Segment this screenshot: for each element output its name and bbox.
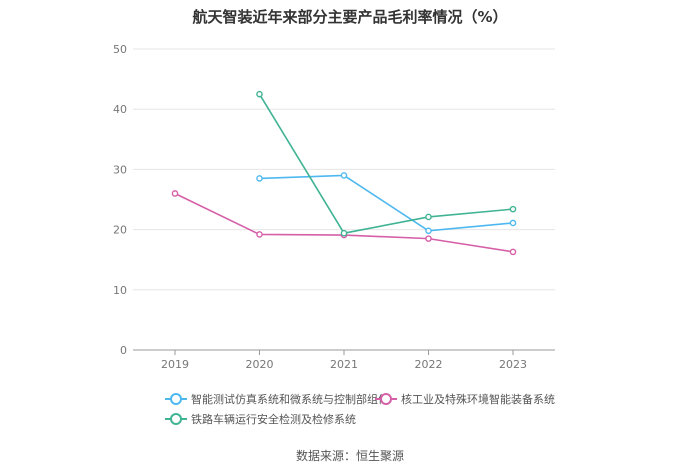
y-tick-label: 50 <box>113 43 127 56</box>
series-line-3 <box>258 93 514 235</box>
data-point <box>256 231 263 238</box>
y-tick-label: 10 <box>113 284 127 297</box>
series-line-2 <box>174 192 514 253</box>
legend-item[interactable]: 智能测试仿真系统和微系统与控制部组件 <box>165 391 389 407</box>
legend-marker-icon <box>165 413 187 425</box>
y-tick-label: 0 <box>120 344 127 357</box>
grid-lines <box>133 48 555 291</box>
y-tick-label: 20 <box>113 224 127 237</box>
data-points <box>171 90 517 256</box>
source-note: 数据来源：恒生聚源 <box>295 449 404 463</box>
legend-label: 铁路车辆运行安全检测及检修系统 <box>191 413 356 426</box>
data-point <box>171 190 179 197</box>
data-point <box>256 90 263 98</box>
legend: 智能测试仿真系统和微系统与控制部组件 核工业及特殊环境智能装备系统铁路车辆运行安全… <box>0 384 700 428</box>
x-tick-label: 2022 <box>415 358 443 371</box>
data-point <box>509 219 517 227</box>
legend-item[interactable]: 铁路车辆运行安全检测及检修系统 <box>165 411 356 427</box>
legend-marker-icon <box>375 393 397 405</box>
legend-label: 核工业及特殊环境智能装备系统 <box>401 393 555 406</box>
x-tick-label: 2019 <box>161 358 189 371</box>
series-line-1 <box>259 174 514 232</box>
legend-marker-icon <box>165 393 187 405</box>
data-point <box>425 235 432 242</box>
y-tick-label: 40 <box>113 103 127 116</box>
legend-item[interactable]: 核工业及特殊环境智能装备系统 <box>375 391 555 407</box>
legend-label: 智能测试仿真系统和微系统与控制部组件 <box>191 393 389 406</box>
data-point <box>340 229 348 237</box>
y-tick-label: 30 <box>113 163 127 176</box>
data-point <box>340 172 348 179</box>
x-tick-label: 2020 <box>246 358 274 371</box>
data-point <box>425 227 432 235</box>
x-tick-label: 2023 <box>499 358 527 371</box>
x-tick-label: 2021 <box>330 358 358 371</box>
data-point <box>509 248 517 256</box>
axes: 0 10 20 30 40 50 2019 2020 2021 2022 2023 <box>113 43 555 371</box>
data-point <box>256 175 263 182</box>
data-point <box>509 205 517 213</box>
data-point <box>425 213 432 221</box>
chart-title: 航天智装近年来部分主要产品毛利率情况（%） <box>192 8 508 26</box>
